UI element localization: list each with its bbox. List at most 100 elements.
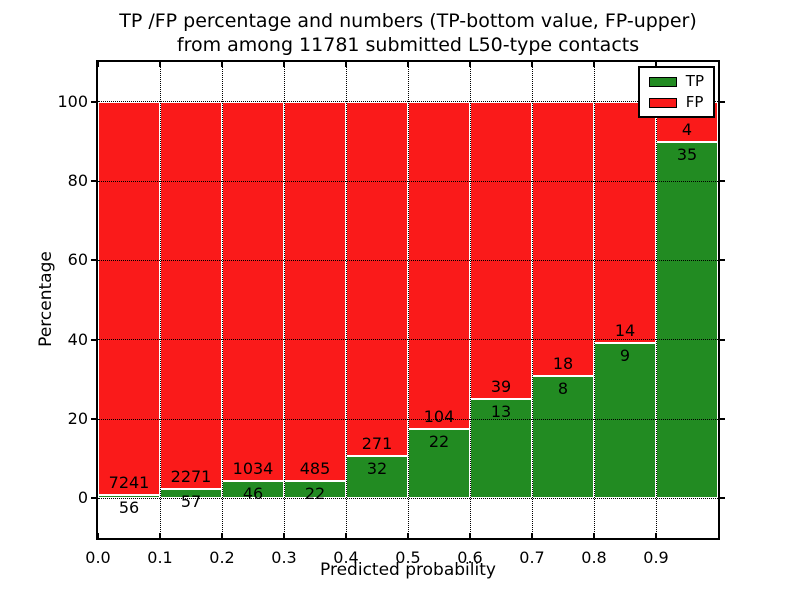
- bar-segment-fp: [98, 101, 160, 496]
- y-tick-mark: [91, 418, 96, 420]
- x-tick-mark: [345, 62, 347, 67]
- tp-count-label: 32: [366, 459, 388, 479]
- tp-swatch: [648, 76, 677, 87]
- horizontal-gridline: [98, 259, 718, 261]
- fp-count-label: 485: [299, 459, 331, 479]
- y-tick-label: 0: [77, 488, 88, 508]
- y-tick-mark: [720, 418, 725, 420]
- x-tick-label: 0.6: [457, 548, 483, 567]
- vertical-gridline: [531, 62, 533, 538]
- x-tick-label: 0.5: [395, 548, 421, 567]
- x-tick-label: 0.8: [581, 548, 607, 567]
- y-tick-label: 80: [67, 171, 88, 190]
- bar-segment-tp: [532, 376, 594, 499]
- plot-area: TP FP 7241 56 2271 57 1034 46 485 22 271 32 104 22 3…: [57, 60, 725, 567]
- x-tick-label: 0.7: [519, 548, 545, 567]
- x-tick-label: 0.3: [271, 548, 297, 567]
- x-tick-mark: [283, 533, 285, 538]
- fp-count-label: 1034: [232, 459, 274, 479]
- bar-segment-fp: [160, 101, 222, 489]
- bar-segment-fp: [470, 101, 532, 400]
- x-tick-label: 0.1: [147, 548, 173, 567]
- y-tick-mark: [91, 338, 96, 341]
- tp-count-label: 57: [180, 491, 202, 511]
- x-tick-label: 0.2: [209, 548, 235, 567]
- x-tick-label: 0.4: [333, 548, 359, 567]
- y-tick-mark: [91, 497, 96, 500]
- x-tick-mark: [531, 533, 533, 538]
- tp-count-label: 8: [557, 379, 569, 399]
- x-tick-mark: [159, 62, 161, 67]
- x-tick-mark: [469, 62, 471, 67]
- x-tick-mark: [407, 533, 409, 538]
- fp-count-label: 4: [681, 120, 693, 140]
- bar-segment-fp: [284, 101, 346, 482]
- x-tick-mark: [655, 62, 657, 67]
- chart-title-line1: TP /FP percentage and numbers (TP-bottom…: [119, 10, 697, 32]
- vertical-gridline: [159, 62, 161, 538]
- bar-segment-fp: [222, 101, 284, 482]
- y-tick-mark: [720, 180, 725, 182]
- x-tick-mark: [531, 62, 533, 67]
- vertical-gridline: [407, 62, 409, 538]
- tp-count-label: 46: [242, 484, 264, 504]
- fp-swatch: [648, 97, 677, 108]
- bar-segment-fp: [594, 101, 656, 344]
- bar-segment-tp: [594, 343, 656, 499]
- fp-count-label: 18: [552, 354, 574, 374]
- y-tick-mark: [91, 180, 96, 182]
- x-tick-mark: [221, 62, 223, 67]
- tp-count-label: 56: [118, 498, 140, 518]
- chart-title-line2: from among 11781 submitted L50-type cont…: [176, 34, 640, 56]
- x-tick-label: 0.0: [85, 548, 111, 567]
- horizontal-gridline: [98, 497, 718, 499]
- x-tick-mark: [221, 533, 223, 538]
- legend-item-fp: FP: [648, 93, 704, 111]
- y-tick-mark: [720, 100, 725, 103]
- x-tick-mark: [283, 62, 285, 67]
- x-tick-label: 0.9: [643, 548, 669, 567]
- x-tick-mark: [97, 533, 99, 538]
- y-tick-mark: [91, 259, 96, 262]
- legend-label-fp: FP: [685, 93, 704, 111]
- fp-count-label: 14: [614, 321, 636, 341]
- legend-item-tp: TP: [648, 72, 704, 90]
- x-tick-mark: [655, 533, 657, 538]
- fp-count-label: 271: [361, 434, 393, 454]
- fp-count-label: 7241: [108, 473, 150, 493]
- vertical-gridline: [345, 62, 347, 538]
- y-tick-mark: [91, 100, 96, 103]
- bar-segment-fp: [532, 101, 594, 377]
- tp-count-label: 22: [304, 484, 326, 504]
- x-tick-mark: [345, 533, 347, 538]
- horizontal-gridline: [98, 339, 718, 341]
- y-tick-mark: [720, 259, 725, 262]
- tp-count-label: 35: [676, 145, 698, 165]
- x-tick-mark: [593, 62, 595, 67]
- x-tick-mark: [469, 533, 471, 538]
- horizontal-gridline: [98, 418, 718, 420]
- bar-segment-fp: [408, 101, 470, 430]
- tp-count-label: 9: [619, 346, 631, 366]
- y-tick-label: 100: [57, 91, 88, 111]
- fp-count-label: 2271: [170, 466, 212, 486]
- fp-count-label: 39: [490, 377, 512, 397]
- horizontal-gridline: [98, 101, 718, 103]
- vertical-gridline: [469, 62, 471, 538]
- y-axis-label: Percentage: [36, 251, 56, 347]
- tp-count-label: 13: [490, 402, 512, 422]
- y-tick-mark: [720, 338, 725, 341]
- bar-segment-fp: [346, 101, 408, 457]
- x-tick-mark: [407, 62, 409, 67]
- legend-label-tp: TP: [685, 72, 704, 90]
- fp-count-label: 104: [423, 407, 455, 427]
- vertical-gridline: [655, 62, 657, 538]
- legend: TP FP: [637, 66, 715, 118]
- tp-count-label: 22: [428, 432, 450, 452]
- x-tick-mark: [159, 533, 161, 538]
- bar-segment-tp: [656, 142, 718, 499]
- y-tick-label: 40: [67, 329, 88, 349]
- vertical-gridline: [593, 62, 595, 538]
- y-tick-mark: [720, 497, 725, 500]
